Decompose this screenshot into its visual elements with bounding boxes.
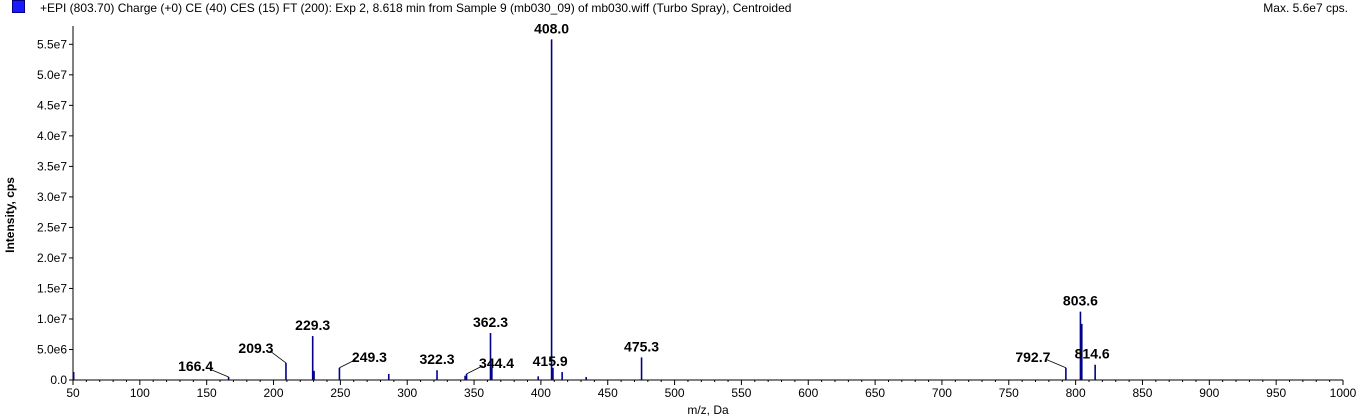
peak-label: 166.4 <box>178 358 213 374</box>
max-intensity-label: Max. 5.6e7 cps. <box>1263 1 1348 15</box>
y-tick-label: 3.0e7 <box>37 190 67 204</box>
x-tick-label: 900 <box>1199 386 1219 400</box>
y-tick-label: 3.5e7 <box>37 159 67 173</box>
peak-label: 362.3 <box>473 314 508 330</box>
x-tick-label: 500 <box>665 386 685 400</box>
y-tick-label: 2.0e7 <box>37 251 67 265</box>
peak-label: 803.6 <box>1063 293 1098 309</box>
peak-label-leader <box>1046 359 1067 369</box>
peak-label: 792.7 <box>1015 349 1050 365</box>
chart-header: +EPI (803.70) Charge (+0) CE (40) CES (1… <box>0 0 1360 18</box>
peak-label-leader <box>269 350 287 364</box>
y-tick-label: 1.5e7 <box>37 281 67 295</box>
y-tick-label: 5.0e7 <box>37 68 67 82</box>
x-tick-label: 300 <box>397 386 417 400</box>
x-tick-label: 450 <box>598 386 618 400</box>
peak-label: 415.9 <box>533 353 568 369</box>
peak-label-leader <box>466 365 483 375</box>
y-tick-label: 5.0e6 <box>37 342 67 356</box>
peak-label: 322.3 <box>419 351 454 367</box>
peak-label: 814.6 <box>1075 346 1110 362</box>
x-tick-label: 700 <box>932 386 952 400</box>
x-tick-label: 1000 <box>1330 386 1357 400</box>
y-tick-label: 1.0e7 <box>37 312 67 326</box>
x-tick-label: 750 <box>999 386 1019 400</box>
chart-title: +EPI (803.70) Charge (+0) CE (40) CES (1… <box>40 1 792 15</box>
axes: 0.0 5.0e6 1.0e7 1.5e7 2.0e7 2.5e7 3.0e7 3.5e7 4.… <box>37 26 1357 400</box>
peak-label: 229.3 <box>295 317 330 333</box>
y-tick-label: 4.5e7 <box>37 98 67 112</box>
x-tick-label: 600 <box>798 386 818 400</box>
x-tick-label: 150 <box>197 386 217 400</box>
peak-label-leader <box>209 368 229 378</box>
x-tick-label: 650 <box>865 386 885 400</box>
x-tick-label: 800 <box>1066 386 1086 400</box>
x-tick-label: 950 <box>1266 386 1286 400</box>
x-tick-label: 350 <box>464 386 484 400</box>
series-color-swatch <box>12 0 25 13</box>
x-axis-label: m/z, Da <box>687 403 729 417</box>
x-tick-label: 850 <box>1132 386 1152 400</box>
x-tick-label: 200 <box>264 386 284 400</box>
y-tick-label: 0.0 <box>50 373 67 387</box>
peak-label: 249.3 <box>352 349 387 365</box>
peak-labels: 166.4 209.3 229.3 249.3 322.3 344.4 362.3 408.0… <box>178 20 1110 378</box>
y-tick-label: 2.5e7 <box>37 220 67 234</box>
peaks <box>72 39 1096 380</box>
peak-label: 344.4 <box>479 355 514 371</box>
x-tick-label: 250 <box>330 386 350 400</box>
peak-label: 209.3 <box>238 340 273 356</box>
peak-label: 408.0 <box>534 20 569 36</box>
x-tick-label: 550 <box>731 386 751 400</box>
peak-label: 475.3 <box>624 338 659 354</box>
y-tick-label: 4.0e7 <box>37 129 67 143</box>
x-tick-label: 50 <box>66 386 80 400</box>
x-tick-label: 400 <box>531 386 551 400</box>
y-axis-label: Intensity, cps <box>3 177 17 253</box>
y-tick-label: 5.5e7 <box>37 37 67 51</box>
peak-label-leader <box>339 359 356 369</box>
x-tick-label: 100 <box>130 386 150 400</box>
